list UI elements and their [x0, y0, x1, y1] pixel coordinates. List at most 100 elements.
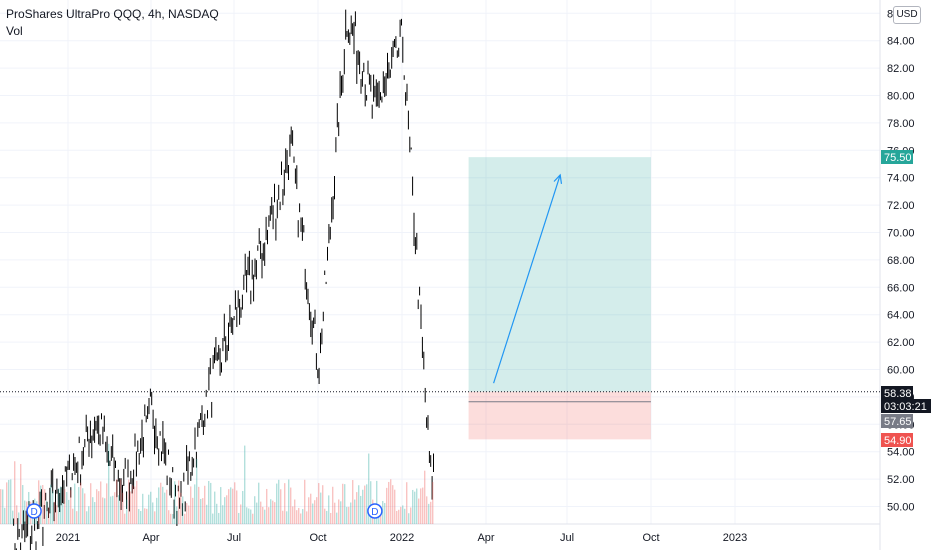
volume-bar [160, 482, 162, 524]
volume-bar [242, 490, 244, 524]
volume-bar [368, 453, 370, 524]
volume-bar [296, 510, 298, 524]
volume-bar [194, 484, 196, 524]
volume-bar [100, 481, 102, 524]
candles [13, 9, 434, 550]
volume-bar [290, 487, 292, 524]
currency-button[interactable]: USD [893, 6, 921, 24]
volume-bar [356, 492, 358, 524]
volume-bar [278, 479, 280, 524]
volume-bar [136, 480, 138, 524]
volume-bar [46, 500, 48, 524]
volume-bar [414, 491, 416, 524]
volume-bar [10, 479, 12, 524]
volume-bar [216, 503, 218, 524]
y-tick-label: 54.00 [887, 447, 915, 459]
volume-bar [294, 499, 296, 524]
volume-bar [248, 508, 250, 524]
volume-bar [320, 492, 322, 524]
volume-bar [318, 483, 320, 524]
volume-bar [432, 482, 434, 524]
volume-bar [424, 470, 426, 524]
volume-bar [128, 479, 130, 524]
price-tag-bg [881, 386, 913, 400]
volume-bar [230, 487, 232, 524]
volume-bar [250, 509, 252, 524]
volume-bar [178, 480, 180, 524]
volume-bar [394, 489, 396, 524]
volume-bar [126, 499, 128, 524]
y-tick-label: 68.00 [887, 255, 915, 267]
trend-arrow-head [553, 173, 563, 184]
price-tag-stop: 54.90 [881, 433, 913, 447]
volume-bar [184, 513, 186, 524]
volume-bar [156, 497, 158, 524]
volume-bar [270, 499, 272, 524]
volume-bar [366, 484, 368, 524]
volume-bar [326, 510, 328, 524]
volume-bar [266, 488, 268, 524]
volume-bar [430, 501, 432, 524]
volume-bar [220, 487, 222, 524]
volume-bar [124, 513, 126, 524]
volume-bar [44, 489, 46, 524]
volume-bar [342, 483, 344, 524]
volume-bar [70, 490, 72, 524]
volume-bar [68, 499, 70, 524]
volume-bar [82, 488, 84, 524]
volume-bar [138, 509, 140, 524]
volume-bar [174, 481, 176, 524]
volume-bar [60, 486, 62, 524]
volume-bar [200, 498, 202, 524]
volume-bar [64, 489, 66, 524]
volume-bar [322, 485, 324, 524]
volume-bar [416, 488, 418, 524]
y-tick-label: 62.00 [887, 337, 915, 349]
plot-area [0, 0, 880, 524]
price-tag-bg [881, 399, 931, 413]
volume-bar [110, 496, 112, 524]
volume-bar [234, 482, 236, 524]
volume-bar [186, 503, 188, 524]
volume-bar [314, 500, 316, 524]
volume-bar [264, 509, 266, 524]
volume-bar [404, 508, 406, 524]
volume-bar [102, 497, 104, 524]
volume-bar [148, 494, 150, 524]
dividend-icon [367, 503, 383, 519]
volume-bar [22, 485, 24, 524]
y-tick-label: 50.00 [887, 502, 915, 514]
volume-bar [158, 487, 160, 524]
volume-bar [406, 482, 408, 524]
volume-bar [92, 497, 94, 524]
volume-bar [292, 506, 294, 524]
volume-bar [260, 501, 262, 524]
volume-bar [24, 500, 26, 524]
volume-bar [96, 489, 98, 524]
volume-bar [76, 511, 78, 524]
volume-bar [224, 497, 226, 524]
y-tick-label: 52.00 [887, 474, 915, 486]
volume-bar [330, 512, 332, 524]
volume-bar [212, 513, 214, 524]
volume-bar [164, 492, 166, 524]
y-tick-label: 64.00 [887, 310, 915, 322]
volume-bar [352, 480, 354, 524]
volume-bar [118, 495, 120, 524]
x-tick-label: Apr [477, 532, 494, 544]
price-tag-label: 57.65 [884, 416, 912, 428]
volume-bar [376, 480, 378, 524]
volume-bar [6, 482, 8, 524]
y-tick-label: 74.00 [887, 173, 915, 185]
volume-bar [20, 463, 22, 524]
volume-bar [78, 487, 80, 524]
volume-bar [2, 489, 4, 524]
y-tick-label: 84.00 [887, 36, 915, 48]
volume-bar [364, 485, 366, 524]
x-tick-label: Jul [560, 532, 574, 544]
volume-bar [150, 491, 152, 524]
volume-bar [86, 511, 88, 524]
volume-bar [114, 492, 116, 524]
